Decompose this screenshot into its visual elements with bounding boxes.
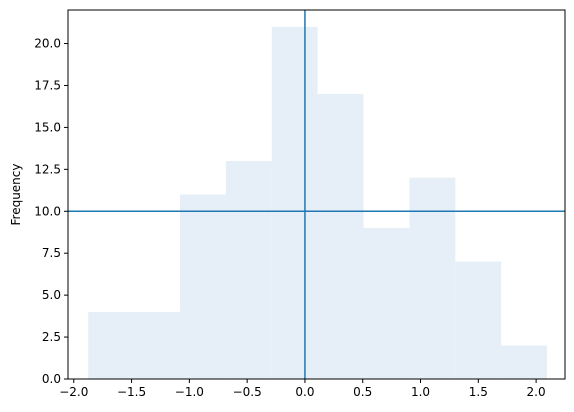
x-tick-label: −1.0 xyxy=(175,385,204,399)
x-tick-label: −2.0 xyxy=(59,385,88,399)
x-tick-label: 1.5 xyxy=(469,385,488,399)
histogram-bar-5 xyxy=(271,26,318,379)
y-axis-ticks: 0.0 2.5 5.0 7.5 10.0 12.5 15.0 17.5 20.0 xyxy=(34,37,68,386)
y-tick-label: 12.5 xyxy=(34,162,61,176)
histogram-bar-7 xyxy=(363,228,410,379)
histogram-bar-6 xyxy=(317,93,364,379)
histogram-bar-10 xyxy=(501,345,548,379)
y-tick-label: 7.5 xyxy=(42,246,61,260)
histogram-bar-4 xyxy=(225,160,272,379)
x-tick-label: 1.0 xyxy=(411,385,430,399)
y-tick-label: 15.0 xyxy=(34,120,61,134)
y-tick-label: 2.5 xyxy=(42,330,61,344)
histogram-bar-9 xyxy=(455,261,502,379)
x-tick-label: 0.5 xyxy=(353,385,372,399)
x-tick-label: −1.5 xyxy=(117,385,146,399)
y-tick-label: 0.0 xyxy=(42,372,61,386)
bars-layer xyxy=(88,26,548,379)
y-tick-label: 17.5 xyxy=(34,78,61,92)
y-tick-label: 5.0 xyxy=(42,288,61,302)
x-axis-ticks: −2.0 −1.5 −1.0 −0.5 0.0 0.5 1.0 1.5 2.0 xyxy=(59,379,546,399)
histogram-bar-3 xyxy=(179,194,226,379)
reference-lines-layer xyxy=(68,10,565,379)
y-tick-label: 10.0 xyxy=(34,204,61,218)
y-axis-label: Frequency xyxy=(9,164,23,226)
plot-frame xyxy=(67,9,566,380)
histogram-bar-1 xyxy=(88,311,135,379)
x-tick-label: 2.0 xyxy=(527,385,546,399)
y-tick-label: 20.0 xyxy=(34,37,61,51)
x-tick-label: −0.5 xyxy=(233,385,262,399)
histogram-bar-2 xyxy=(134,311,180,379)
histogram-bar-8 xyxy=(409,177,456,379)
x-tick-label: 0.0 xyxy=(295,385,314,399)
